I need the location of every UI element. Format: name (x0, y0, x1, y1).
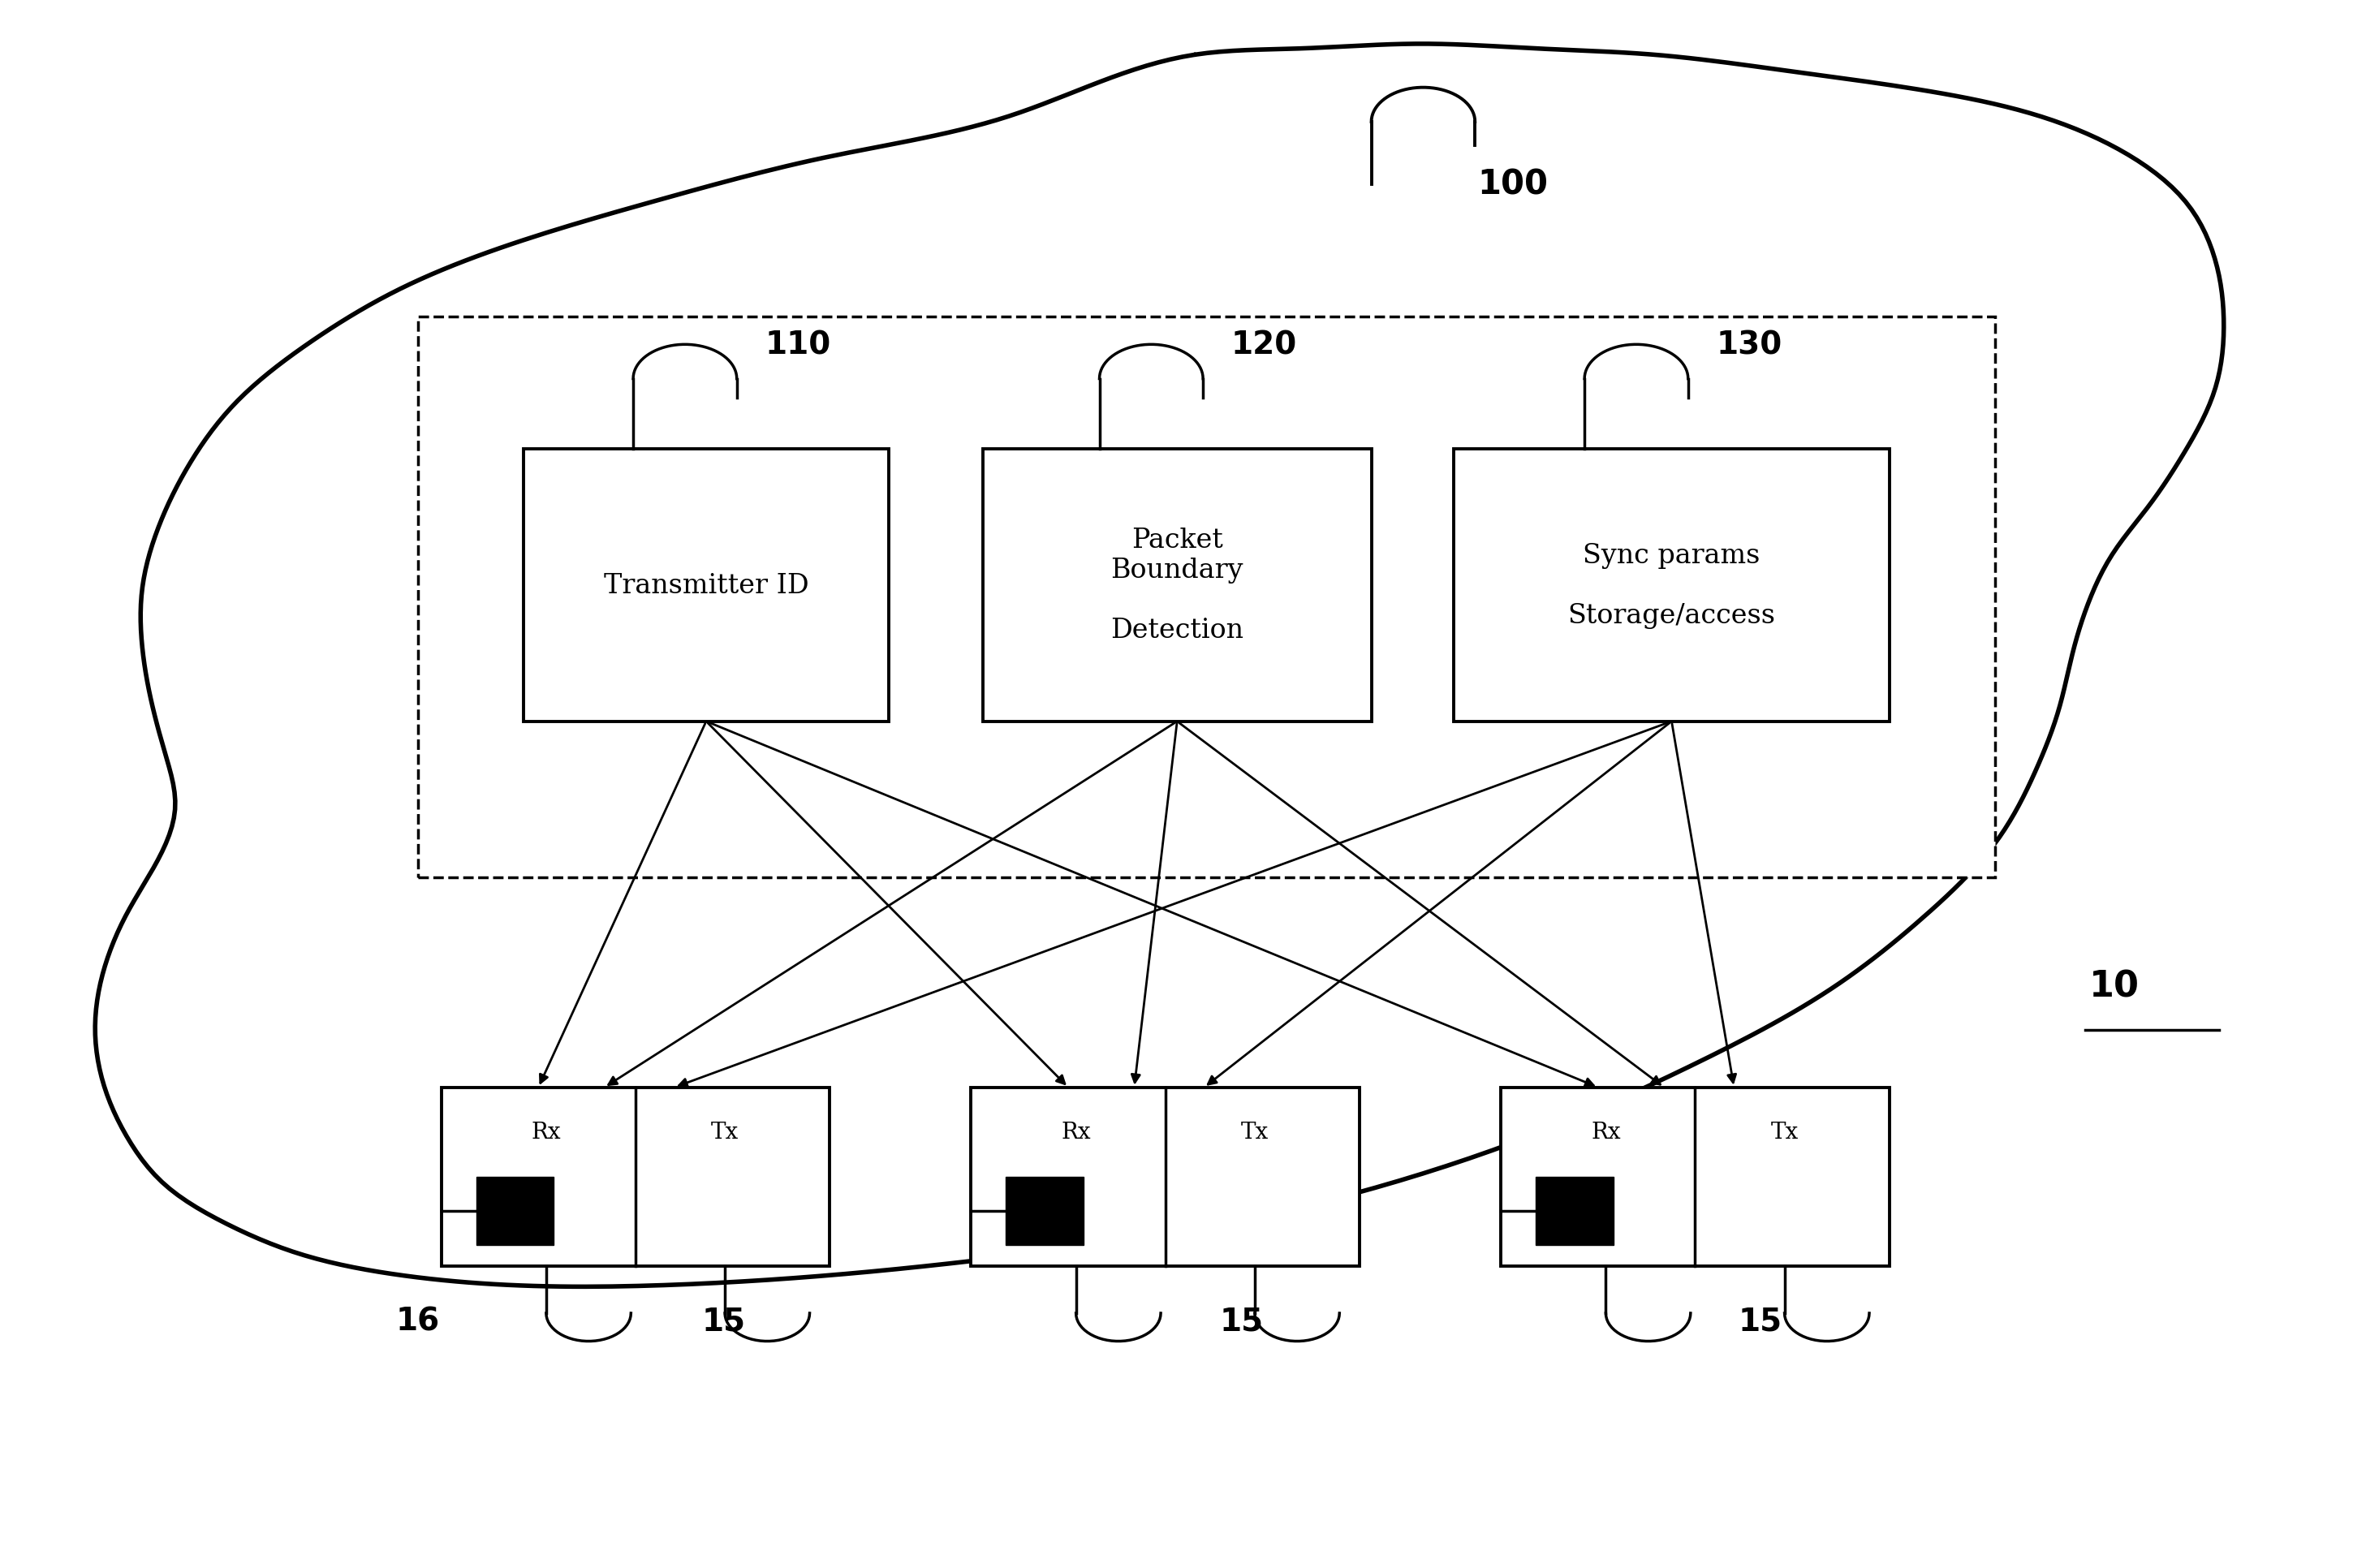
Bar (970, 1088, 1360, 1267)
Bar (442, 1088, 830, 1267)
Text: Tx: Tx (1770, 1121, 1798, 1143)
Text: 130: 130 (1715, 329, 1782, 361)
Text: Tx: Tx (712, 1121, 738, 1143)
Text: Tx: Tx (1240, 1121, 1268, 1143)
Text: Sync params

Storage/access: Sync params Storage/access (1569, 543, 1774, 629)
Bar (982, 450, 1372, 721)
Text: Rx: Rx (1060, 1121, 1091, 1143)
Text: 120: 120 (1230, 329, 1297, 361)
Bar (476, 1178, 554, 1245)
Text: 15: 15 (1739, 1306, 1782, 1336)
Bar (1536, 1178, 1614, 1245)
Bar (1500, 1088, 1890, 1267)
Bar (1453, 450, 1890, 721)
Text: 10: 10 (2089, 969, 2139, 1004)
Bar (523, 450, 890, 721)
Bar (419, 317, 1995, 878)
Text: 110: 110 (764, 329, 830, 361)
Text: Rx: Rx (532, 1121, 561, 1143)
Text: 15: 15 (703, 1306, 745, 1336)
Text: 100: 100 (1476, 168, 1547, 202)
Text: Packet
Boundary

Detection: Packet Boundary Detection (1110, 527, 1245, 643)
Text: 15: 15 (1221, 1306, 1263, 1336)
Text: 16: 16 (395, 1306, 440, 1336)
Text: Rx: Rx (1590, 1121, 1621, 1143)
Text: Transmitter ID: Transmitter ID (603, 572, 809, 599)
Bar (1006, 1178, 1084, 1245)
